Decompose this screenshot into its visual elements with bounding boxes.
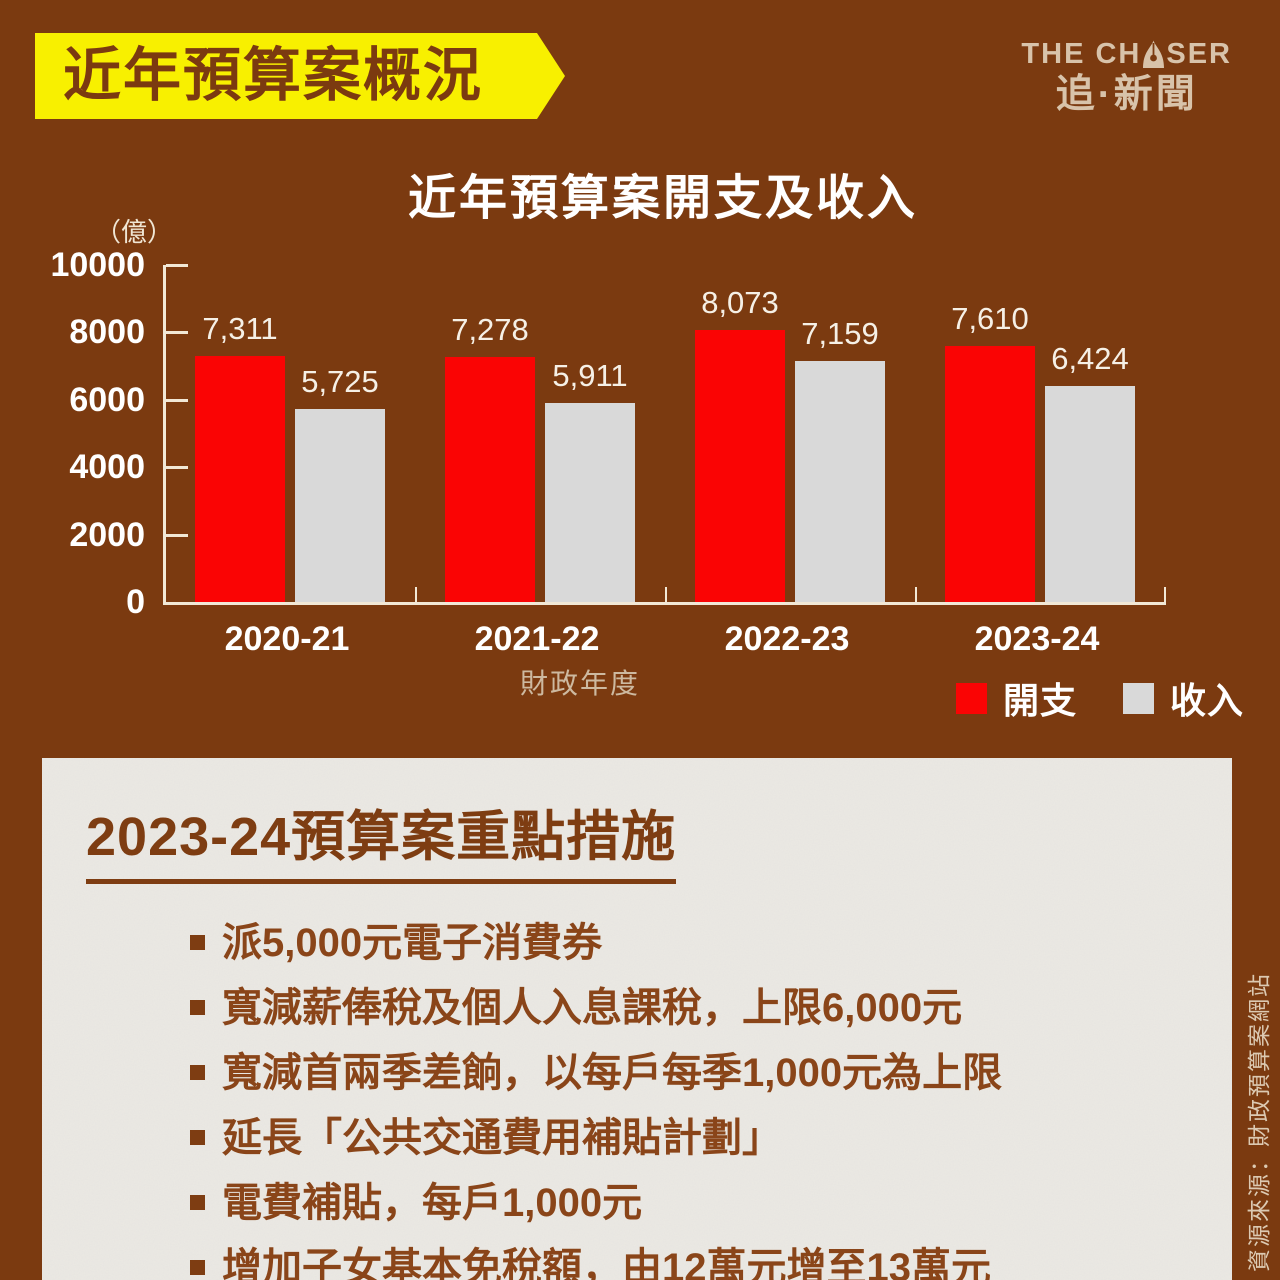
bar-expenditure-2022-23	[695, 329, 785, 602]
page-title: 近年預算案概況	[63, 43, 484, 108]
x-axis-tick	[915, 587, 917, 602]
measure-item: 增加子女基本免稅額，由12萬元增至13萬元	[190, 1243, 1202, 1280]
x-axis-tick	[665, 587, 667, 602]
y-axis-tick-label: 2000	[69, 515, 145, 554]
measures-list: 派5,000元電子消費券寬減薪俸稅及個人入息課稅，上限6,000元 寬減首兩季差餉…	[190, 918, 1202, 1280]
measure-text: 寬減薪俸稅及個人入息課稅，上限6,000元	[222, 986, 963, 1030]
measure-item: 寬減首兩季差餉，以每戶每季1,000元為上限	[190, 1048, 1202, 1098]
brand-name-latin: THE CH SER	[1021, 40, 1232, 69]
expenditure-legend-label: 開支	[1003, 680, 1078, 721]
measure-text: 延長「公共交通費用補貼計劃」	[222, 1116, 782, 1160]
header-banner: 近年預算案概況	[35, 33, 565, 119]
pen-nib-icon	[1143, 40, 1165, 68]
measure-text: 派5,000元電子消費券	[222, 921, 603, 965]
x-axis-title: 財政年度	[520, 668, 641, 699]
y-axis-tick	[166, 331, 188, 335]
bar-expenditure-2023-24	[945, 345, 1035, 602]
measure-item: 寬減薪俸稅及個人入息課稅，上限6,000元	[190, 983, 1202, 1033]
chart-title: 近年預算案開支及收入	[407, 172, 918, 225]
brand-name-suffix: SER	[1166, 38, 1232, 70]
bar-revenue-2020-21	[295, 409, 385, 602]
y-axis-unit-label: （億）	[95, 217, 174, 247]
chart-legend: 開支 收入	[956, 672, 1244, 724]
y-axis-tick-label: 0	[126, 583, 145, 621]
y-axis-tick-label: 8000	[69, 313, 145, 352]
x-axis-category-label: 2022-23	[724, 620, 850, 658]
bar-value-label: 5,725	[301, 364, 379, 400]
bar-value-label: 7,278	[451, 311, 529, 347]
x-axis-category-label: 2023-24	[974, 620, 1100, 658]
x-axis-category-label: 2020-21	[224, 620, 350, 658]
brand-logo: THE CH SER 追·新聞	[1021, 40, 1232, 116]
bullet-square-icon	[190, 935, 205, 950]
bar-expenditure-2020-21	[195, 355, 285, 602]
brand-name-cjk: 追·新聞	[1055, 73, 1198, 116]
measure-item: 延長「公共交通費用補貼計劃」	[190, 1113, 1202, 1163]
y-axis-tick	[166, 264, 188, 267]
bullet-square-icon	[190, 1000, 205, 1015]
y-axis-tick	[166, 533, 188, 537]
bar-value-label: 7,610	[951, 300, 1029, 336]
measure-text: 電費補貼，每戶1,000元	[222, 1181, 643, 1225]
measure-text: 寬減首兩季差餉，以每戶每季1,000元為上限	[222, 1051, 1003, 1095]
bar-value-label: 5,911	[552, 357, 628, 393]
measures-panel: 2023-24預算案重點措施 派5,000元電子消費券寬減薪俸稅及個人入息課稅，…	[42, 758, 1232, 1280]
x-axis-end-tick	[1164, 587, 1166, 602]
bar-revenue-2023-24	[1045, 385, 1135, 602]
revenue-legend-label: 收入	[1170, 680, 1245, 721]
bar-value-label: 7,311	[202, 310, 278, 346]
x-axis-category-label: 2021-22	[474, 620, 600, 658]
bar-revenue-2021-22	[545, 402, 635, 602]
panel-content: 2023-24預算案重點措施 派5,000元電子消費券寬減薪俸稅及個人入息課稅，…	[42, 758, 1232, 1280]
measure-item: 電費補貼，每戶1,000元	[190, 1178, 1202, 1228]
bullet-square-icon	[190, 1065, 205, 1080]
bar-value-label: 8,073	[701, 284, 779, 320]
legend-item-revenue: 收入	[1123, 672, 1244, 724]
brand-name-prefix: THE CH	[1021, 38, 1142, 70]
bar-expenditure-2021-22	[445, 356, 535, 602]
bullet-square-icon	[190, 1130, 205, 1145]
y-axis-tick-label: 4000	[69, 448, 145, 487]
legend-item-expenditure: 開支	[956, 672, 1077, 724]
x-axis-tick	[415, 587, 417, 602]
bar-chart-plot-area: 7,311 5,725 7,278 5,911 8,073 7,159 7,610 6,424	[163, 264, 1166, 605]
expenditure-swatch	[956, 682, 987, 714]
measure-item: 派5,000元電子消費券	[190, 918, 1202, 968]
bullet-square-icon	[190, 1195, 205, 1210]
bar-value-label: 6,424	[1051, 340, 1129, 376]
revenue-swatch	[1123, 682, 1155, 714]
y-axis-tick	[166, 398, 188, 402]
measure-text: 增加子女基本免稅額，由12萬元增至13萬元	[222, 1246, 991, 1280]
source-note: 資源來源：財政預算案網站	[1246, 972, 1272, 1272]
bar-value-label: 7,159	[801, 315, 879, 351]
y-axis-tick-label: 6000	[69, 380, 145, 419]
y-axis-tick-label: 10000	[50, 246, 145, 284]
measures-heading: 2023-24預算案重點措施	[86, 792, 677, 884]
bar-revenue-2022-23	[795, 360, 885, 602]
bullet-square-icon	[190, 1260, 205, 1275]
y-axis-tick	[166, 466, 188, 470]
